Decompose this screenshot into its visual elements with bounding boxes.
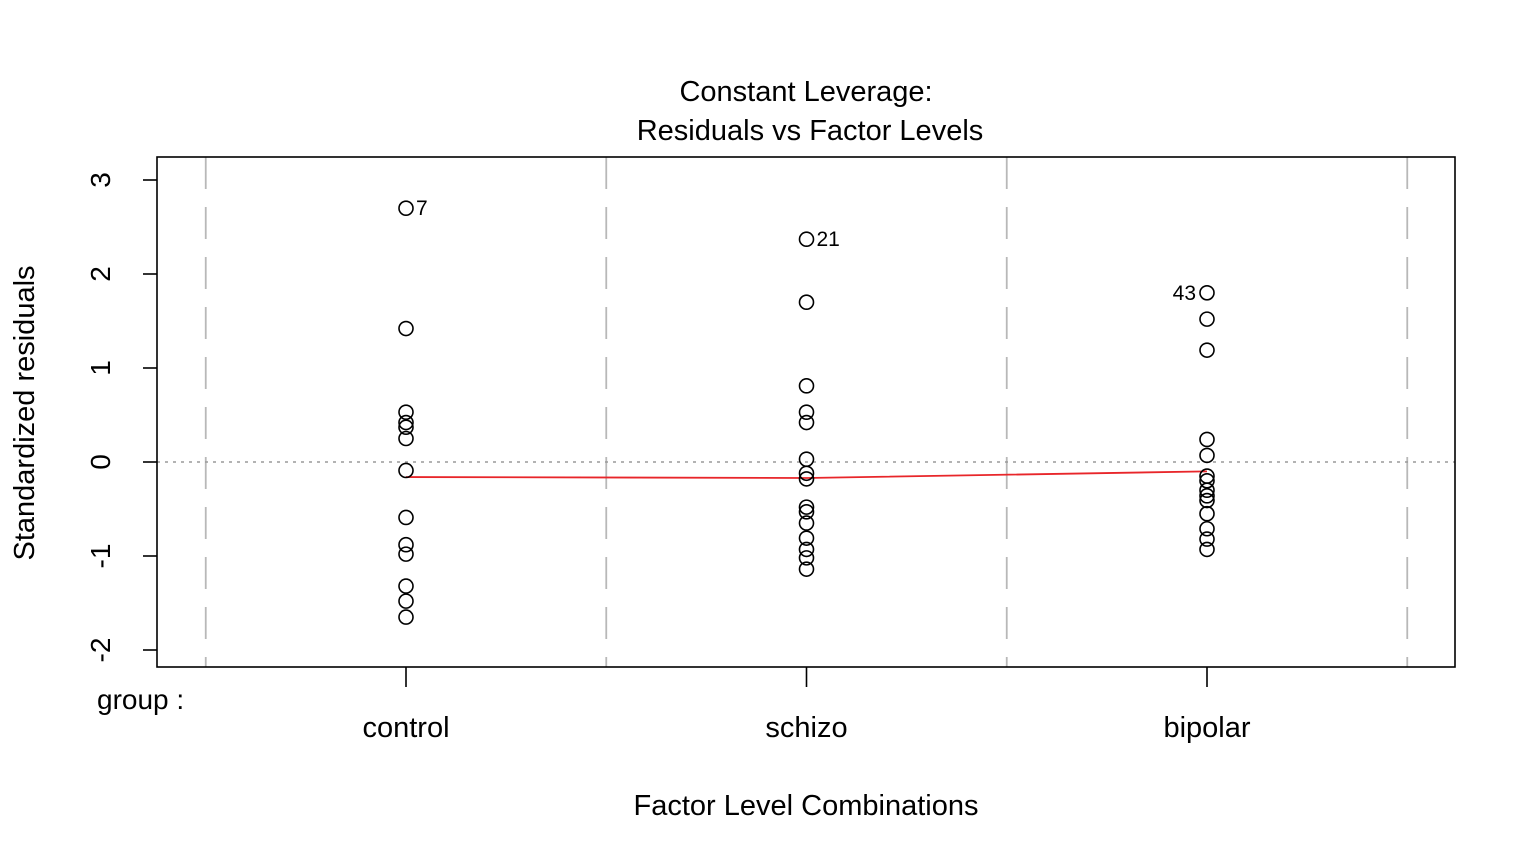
residual-point-control xyxy=(398,430,414,447)
smooth-polyline xyxy=(405,470,1208,479)
point-label: 7 xyxy=(416,197,428,220)
x-category-label: bipolar xyxy=(1163,712,1250,744)
residual-point-bipolar xyxy=(1199,541,1215,558)
residual-point-schizo xyxy=(798,294,815,311)
y-tick-label: 3 xyxy=(85,172,116,188)
residual-point-schizo xyxy=(798,530,815,546)
residual-point-schizo xyxy=(798,504,815,520)
residual-point-schizo xyxy=(798,404,815,420)
point-label: 21 xyxy=(817,228,840,251)
residual-point-bipolar xyxy=(1199,431,1215,448)
chart-title: Constant Leverage: xyxy=(679,76,932,108)
residual-point-control xyxy=(398,200,414,216)
x-category-label: control xyxy=(362,712,449,744)
residual-point-schizo xyxy=(798,471,815,487)
residual-point-schizo xyxy=(798,499,815,515)
residual-point-bipolar xyxy=(1199,488,1215,504)
x-axis: control schizo bipolar xyxy=(362,667,1251,744)
y-tick-label: 0 xyxy=(85,454,116,470)
factor-label: group : xyxy=(97,684,184,715)
residual-point-bipolar xyxy=(1199,520,1215,537)
point-labels: 7 21 43 xyxy=(416,197,1196,305)
residual-point-bipolar xyxy=(1199,492,1215,509)
residual-point-schizo xyxy=(798,561,815,577)
residual-point-control xyxy=(398,593,414,609)
residual-point-control xyxy=(398,546,414,562)
residual-point-control xyxy=(398,404,414,420)
residual-point-control xyxy=(398,414,414,431)
residual-point-bipolar xyxy=(1199,472,1215,489)
residual-point-bipolar xyxy=(1199,531,1215,547)
y-tick-label: 1 xyxy=(85,360,116,376)
y-tick-label: 2 xyxy=(85,266,116,282)
plot-frame xyxy=(156,156,1456,668)
residual-point-bipolar xyxy=(1199,284,1215,301)
residual-point-schizo xyxy=(798,465,815,482)
residual-points xyxy=(398,200,1215,625)
residual-point-control xyxy=(398,578,414,594)
residual-point-bipolar xyxy=(1199,505,1215,522)
group-separators xyxy=(204,157,1409,667)
y-axis-label: Standardized residuals xyxy=(9,265,41,560)
residual-point-schizo xyxy=(798,541,815,558)
x-category-label: schizo xyxy=(765,712,847,744)
residual-point-bipolar xyxy=(1199,311,1215,327)
residual-point-control xyxy=(398,320,414,337)
residual-point-bipolar xyxy=(1199,342,1215,358)
y-axis: -2 -1 0 1 2 3 xyxy=(85,172,157,662)
residual-point-bipolar xyxy=(1199,447,1215,464)
residual-point-control xyxy=(398,536,414,553)
residual-point-control xyxy=(398,419,414,436)
residual-point-control xyxy=(398,462,414,479)
residual-point-schizo xyxy=(798,451,815,467)
y-tick-label: -2 xyxy=(85,638,116,663)
x-axis-label: Factor Level Combinations xyxy=(634,790,979,822)
residual-point-schizo xyxy=(798,414,815,431)
point-label: 43 xyxy=(1173,282,1196,305)
residual-point-control xyxy=(398,609,414,625)
residual-point-bipolar xyxy=(1199,482,1215,499)
residual-point-schizo xyxy=(798,515,815,531)
residual-point-schizo xyxy=(798,550,815,566)
residual-point-schizo xyxy=(798,378,815,394)
residual-point-control xyxy=(398,509,414,526)
smooth-line xyxy=(405,470,1208,479)
residual-point-schizo xyxy=(798,231,815,248)
y-tick-label: -1 xyxy=(85,544,116,569)
chart-subtitle: Residuals vs Factor Levels xyxy=(637,115,984,147)
